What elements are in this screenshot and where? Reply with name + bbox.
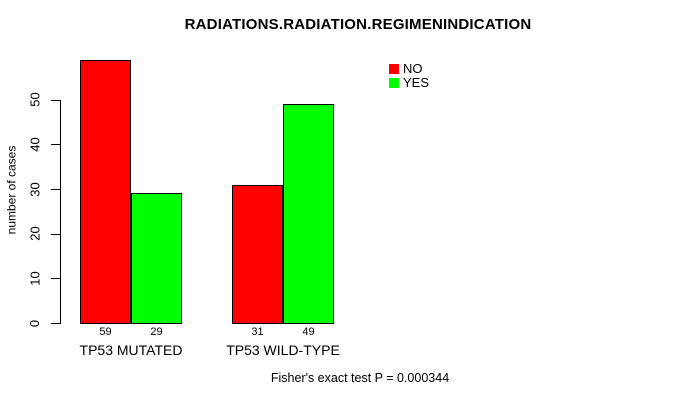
y-axis-tick — [51, 99, 60, 101]
y-axis-tick-label: 30 — [27, 167, 43, 211]
chart-title: RADIATIONS.RADIATION.REGIMENINDICATION — [184, 16, 532, 33]
x-category-label: TP53 MUTATED — [79, 342, 183, 358]
stat-annotation: Fisher's exact test P = 0.000344 — [270, 371, 450, 385]
bar-no-group1 — [80, 59, 131, 324]
y-axis-line — [60, 99, 61, 324]
y-axis-title: number of cases — [2, 130, 20, 250]
legend-color-swatch — [389, 78, 399, 88]
y-axis-tick-label-text: 0 — [27, 319, 43, 327]
legend-item: YES — [389, 75, 430, 90]
y-axis-tick-label: 50 — [27, 78, 43, 122]
y-axis-tick-label: 0 — [27, 301, 43, 345]
legend: NO YES — [389, 61, 430, 92]
bar-yes-group2 — [283, 104, 334, 324]
y-axis-tick-label: 20 — [27, 212, 43, 256]
y-axis-tick-label-text: 50 — [27, 92, 43, 107]
legend-label: YES — [403, 75, 430, 90]
y-axis-tick-label-text: 20 — [27, 226, 43, 241]
y-axis-title-text: number of cases — [4, 145, 18, 235]
x-category-label: TP53 WILD-TYPE — [226, 342, 340, 358]
y-axis-tick — [51, 144, 60, 146]
legend-color-swatch — [389, 64, 399, 74]
bar-value-label: 29 — [150, 326, 163, 338]
bar-yes-group1 — [131, 193, 182, 324]
legend-item: NO — [389, 61, 429, 76]
y-axis-tick-label: 10 — [27, 256, 43, 300]
y-axis-tick-label-text: 40 — [27, 137, 43, 152]
y-axis-tick — [51, 323, 60, 324]
y-axis-tick — [51, 233, 60, 235]
y-axis-tick — [51, 189, 60, 191]
bar-value-label: 59 — [99, 326, 112, 338]
bar-value-label: 31 — [251, 326, 264, 338]
bar-no-group2 — [232, 184, 283, 324]
y-axis-tick-label: 40 — [27, 122, 43, 166]
bar-value-label: 49 — [302, 326, 315, 338]
y-axis-tick — [51, 278, 60, 280]
y-axis-tick-label-text: 30 — [27, 181, 43, 197]
legend-label: NO — [403, 61, 423, 76]
y-axis-tick-label-text: 10 — [27, 271, 43, 286]
